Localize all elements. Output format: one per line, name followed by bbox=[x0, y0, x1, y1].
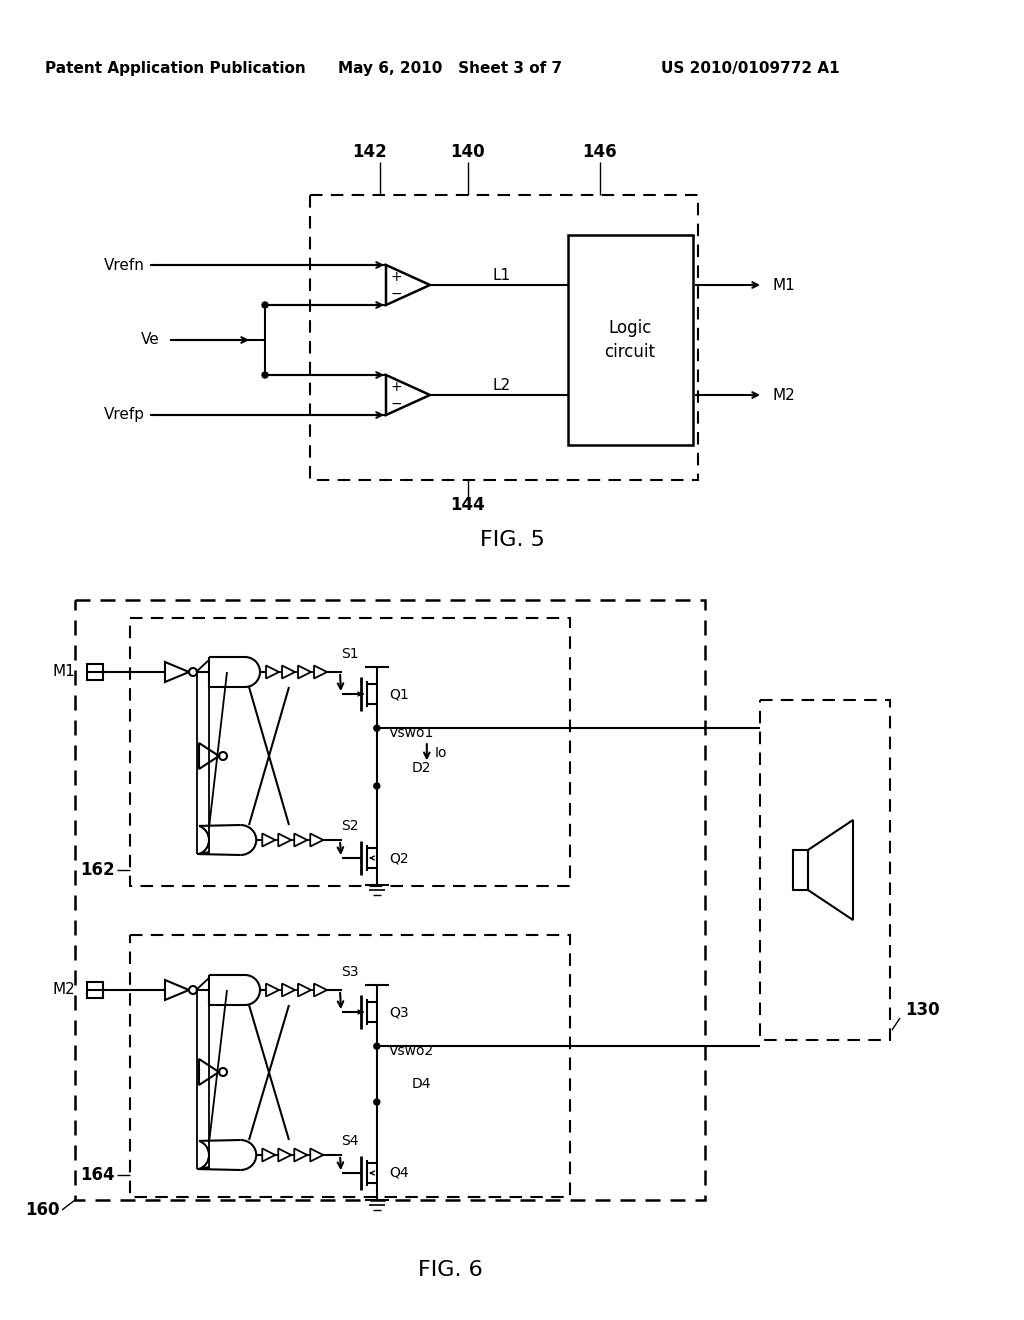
Text: S2: S2 bbox=[341, 818, 358, 833]
Bar bbox=[793, 850, 808, 890]
Circle shape bbox=[374, 1043, 380, 1049]
Bar bbox=[87, 982, 103, 998]
Bar bbox=[760, 700, 890, 1040]
Text: S3: S3 bbox=[341, 965, 358, 979]
Text: circuit: circuit bbox=[604, 343, 655, 360]
Text: M2: M2 bbox=[52, 982, 75, 998]
Text: 140: 140 bbox=[451, 143, 485, 161]
Text: S4: S4 bbox=[341, 1134, 358, 1148]
Text: D4: D4 bbox=[412, 1077, 431, 1092]
Text: −: − bbox=[390, 396, 401, 411]
Text: US 2010/0109772 A1: US 2010/0109772 A1 bbox=[660, 61, 840, 75]
Circle shape bbox=[374, 1100, 380, 1105]
Circle shape bbox=[262, 302, 268, 308]
Text: Vrefp: Vrefp bbox=[104, 408, 145, 422]
Text: M2: M2 bbox=[773, 388, 796, 403]
Text: Q4: Q4 bbox=[389, 1166, 409, 1180]
Text: 144: 144 bbox=[451, 496, 485, 513]
Circle shape bbox=[262, 372, 268, 378]
Text: D2: D2 bbox=[412, 762, 431, 775]
Text: +: + bbox=[390, 380, 401, 393]
Text: FIG. 5: FIG. 5 bbox=[479, 531, 545, 550]
Text: May 6, 2010   Sheet 3 of 7: May 6, 2010 Sheet 3 of 7 bbox=[338, 61, 562, 75]
Bar bbox=[568, 235, 693, 445]
Bar bbox=[87, 664, 103, 680]
Text: Q3: Q3 bbox=[389, 1005, 409, 1019]
Text: M1: M1 bbox=[773, 277, 796, 293]
Text: Io: Io bbox=[435, 746, 447, 760]
Text: 160: 160 bbox=[26, 1201, 60, 1218]
Text: 146: 146 bbox=[583, 143, 617, 161]
Bar bbox=[130, 618, 570, 886]
Bar bbox=[75, 601, 705, 1200]
Text: Ve: Ve bbox=[141, 333, 160, 347]
Text: 162: 162 bbox=[80, 861, 115, 879]
Text: S1: S1 bbox=[341, 647, 358, 661]
Text: 164: 164 bbox=[80, 1166, 115, 1184]
Text: −: − bbox=[390, 286, 401, 301]
Text: L1: L1 bbox=[493, 268, 511, 282]
Text: Q2: Q2 bbox=[389, 851, 409, 865]
Text: L2: L2 bbox=[493, 378, 511, 392]
Text: +: + bbox=[390, 269, 401, 284]
Text: Vswo2: Vswo2 bbox=[389, 1044, 434, 1059]
Bar bbox=[130, 935, 570, 1197]
Circle shape bbox=[374, 725, 380, 731]
Text: Q1: Q1 bbox=[389, 686, 409, 701]
Text: 130: 130 bbox=[905, 1001, 940, 1019]
Text: Patent Application Publication: Patent Application Publication bbox=[45, 61, 305, 75]
Bar bbox=[310, 195, 698, 480]
Text: 142: 142 bbox=[352, 143, 387, 161]
Text: Logic: Logic bbox=[608, 319, 651, 337]
Text: Vswo1: Vswo1 bbox=[389, 726, 434, 741]
Circle shape bbox=[374, 783, 380, 789]
Text: FIG. 6: FIG. 6 bbox=[418, 1261, 482, 1280]
Text: M1: M1 bbox=[52, 664, 75, 680]
Text: Vrefn: Vrefn bbox=[104, 257, 145, 272]
